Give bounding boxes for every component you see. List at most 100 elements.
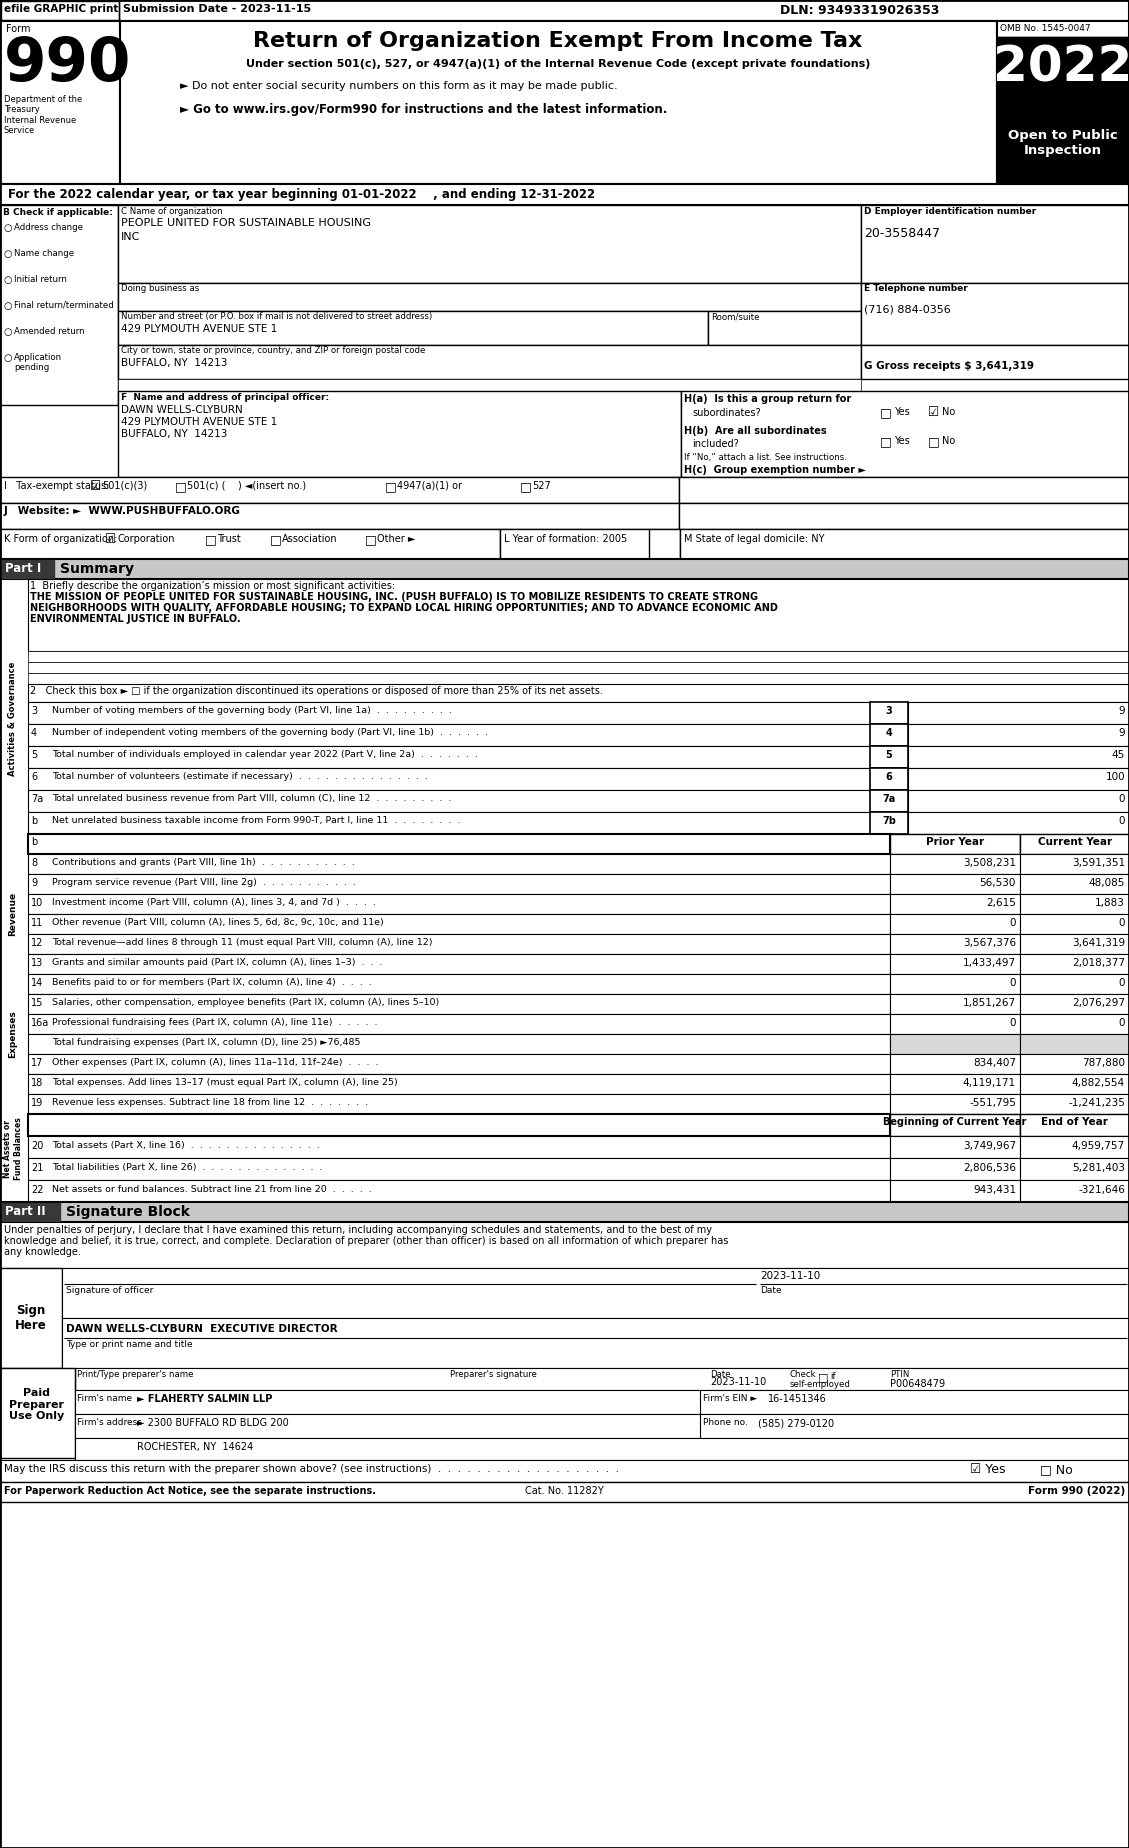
Text: ☑: ☑ (105, 532, 116, 545)
Bar (28, 684, 1129, 702)
Text: End of Year: End of Year (1041, 1116, 1108, 1127)
Text: 12: 12 (30, 939, 43, 948)
Text: ○: ○ (5, 301, 12, 310)
Text: 15: 15 (30, 998, 43, 1007)
Text: Summary: Summary (60, 562, 134, 577)
Text: DAWN WELLS-CLYBURN  EXECUTIVE DIRECTOR: DAWN WELLS-CLYBURN EXECUTIVE DIRECTOR (65, 1323, 338, 1334)
Bar (890, 1035, 1019, 1053)
Bar (28, 724, 870, 747)
Text: □: □ (819, 1371, 829, 1382)
Bar (0, 1482, 1129, 1502)
Bar (28, 1015, 890, 1035)
Text: 2023-11-10: 2023-11-10 (760, 1271, 821, 1281)
Text: Check: Check (790, 1369, 816, 1379)
Text: 5: 5 (885, 750, 892, 760)
Text: 14: 14 (30, 978, 43, 989)
Text: 2,076,297: 2,076,297 (1073, 998, 1124, 1007)
Bar (870, 789, 908, 811)
Text: 9: 9 (1119, 706, 1124, 715)
Bar (890, 854, 1019, 874)
Text: 2,018,377: 2,018,377 (1073, 957, 1124, 968)
Text: PTIN: PTIN (890, 1369, 909, 1379)
Text: Prior Year: Prior Year (926, 837, 984, 846)
Text: 1,883: 1,883 (1095, 898, 1124, 907)
Bar (28, 747, 870, 769)
Text: 2   Check this box ► □ if the organization discontinued its operations or dispos: 2 Check this box ► □ if the organization… (30, 686, 603, 697)
Text: K Form of organization:: K Form of organization: (5, 534, 117, 543)
Text: -1,241,235: -1,241,235 (1068, 1098, 1124, 1109)
Text: 2,806,536: 2,806,536 (963, 1162, 1016, 1173)
Text: Name change: Name change (14, 249, 75, 259)
Text: 11: 11 (30, 918, 43, 928)
Bar (28, 974, 890, 994)
Bar (870, 702, 908, 724)
Text: M State of legal domicile: NY: M State of legal domicile: NY (684, 534, 824, 543)
Text: Sign
Here: Sign Here (15, 1305, 47, 1332)
Text: Grants and similar amounts paid (Part IX, column (A), lines 1–3)  .  .  .: Grants and similar amounts paid (Part IX… (52, 957, 383, 967)
Text: Current Year: Current Year (1038, 837, 1112, 846)
Text: -551,795: -551,795 (969, 1098, 1016, 1109)
Text: 7a: 7a (883, 795, 895, 804)
Text: 7b: 7b (882, 817, 896, 826)
Text: Net unrelated business taxable income from Form 990-T, Part I, line 11  .  .  . : Net unrelated business taxable income fr… (52, 817, 461, 824)
Bar (1019, 1074, 1129, 1094)
Bar (0, 0, 1129, 20)
Text: 20: 20 (30, 1140, 43, 1151)
Text: Total number of individuals employed in calendar year 2022 (Part V, line 2a)  . : Total number of individuals employed in … (52, 750, 478, 760)
Bar (890, 933, 1019, 954)
Text: D Employer identification number: D Employer identification number (864, 207, 1036, 216)
Bar (890, 1181, 1019, 1201)
Text: □: □ (385, 480, 396, 493)
Text: 100: 100 (1105, 772, 1124, 782)
Bar (1019, 1015, 1129, 1035)
Bar (28, 1074, 890, 1094)
Text: ROCHESTER, NY  14624: ROCHESTER, NY 14624 (137, 1441, 253, 1453)
Text: Open to Public
Inspection: Open to Public Inspection (1008, 129, 1118, 157)
Bar (28, 650, 1129, 662)
Text: Date: Date (760, 1286, 781, 1295)
Text: 501(c)(3): 501(c)(3) (102, 480, 147, 492)
Bar (890, 1114, 1019, 1137)
Text: 4947(a)(1) or: 4947(a)(1) or (397, 480, 462, 492)
Bar (870, 724, 908, 747)
Text: (716) 884-0356: (716) 884-0356 (864, 305, 951, 314)
Text: G Gross receipts $ 3,641,319: G Gross receipts $ 3,641,319 (864, 360, 1034, 371)
Text: self-employed: self-employed (790, 1380, 851, 1390)
Text: Type or print name and title: Type or print name and title (65, 1340, 193, 1349)
Text: □: □ (270, 532, 282, 545)
Text: 45: 45 (1112, 750, 1124, 760)
Text: ► 2300 BUFFALO RD BLDG 200: ► 2300 BUFFALO RD BLDG 200 (137, 1417, 289, 1429)
Bar (28, 1137, 890, 1159)
Bar (1019, 833, 1129, 854)
Text: ENVIRONMENTAL JUSTICE IN BUFFALO.: ENVIRONMENTAL JUSTICE IN BUFFALO. (30, 614, 240, 625)
Text: 2022: 2022 (994, 43, 1129, 91)
Text: Expenses: Expenses (9, 1011, 18, 1057)
Text: THE MISSION OF PEOPLE UNITED FOR SUSTAINABLE HOUSING, INC. (PUSH BUFFALO) IS TO : THE MISSION OF PEOPLE UNITED FOR SUSTAIN… (30, 591, 758, 602)
Text: □: □ (928, 434, 939, 447)
Bar (0, 1368, 75, 1458)
Bar (890, 894, 1019, 915)
Bar (28, 1035, 890, 1053)
Text: OMB No. 1545-0047: OMB No. 1545-0047 (1000, 24, 1091, 33)
Text: 5: 5 (30, 750, 37, 760)
Text: ☑: ☑ (90, 480, 102, 493)
Bar (119, 379, 861, 392)
Text: ☑: ☑ (928, 407, 939, 419)
Text: Return of Organization Exempt From Income Tax: Return of Organization Exempt From Incom… (253, 31, 863, 52)
Text: For Paperwork Reduction Act Notice, see the separate instructions.: For Paperwork Reduction Act Notice, see … (5, 1486, 376, 1497)
Bar (119, 310, 708, 346)
Text: Total assets (Part X, line 16)  .  .  .  .  .  .  .  .  .  .  .  .  .  .  .: Total assets (Part X, line 16) . . . . .… (52, 1140, 320, 1149)
Bar (0, 20, 120, 185)
Text: 48,085: 48,085 (1088, 878, 1124, 889)
Text: 10: 10 (30, 898, 43, 907)
Text: Beginning of Current Year: Beginning of Current Year (883, 1116, 1026, 1127)
Text: Total unrelated business revenue from Part VIII, column (C), line 12  .  .  .  .: Total unrelated business revenue from Pa… (52, 795, 452, 804)
Text: ► FLAHERTY SALMIN LLP: ► FLAHERTY SALMIN LLP (137, 1393, 272, 1404)
Text: 4,882,554: 4,882,554 (1071, 1077, 1124, 1088)
Text: 501(c) (    ) ◄(insert no.): 501(c) ( ) ◄(insert no.) (187, 480, 306, 492)
Text: 8: 8 (30, 857, 37, 869)
Text: L Year of formation: 2005: L Year of formation: 2005 (504, 534, 628, 543)
Text: DLN: 93493319026353: DLN: 93493319026353 (780, 4, 939, 17)
Bar (890, 1159, 1019, 1181)
Text: □: □ (879, 434, 892, 447)
